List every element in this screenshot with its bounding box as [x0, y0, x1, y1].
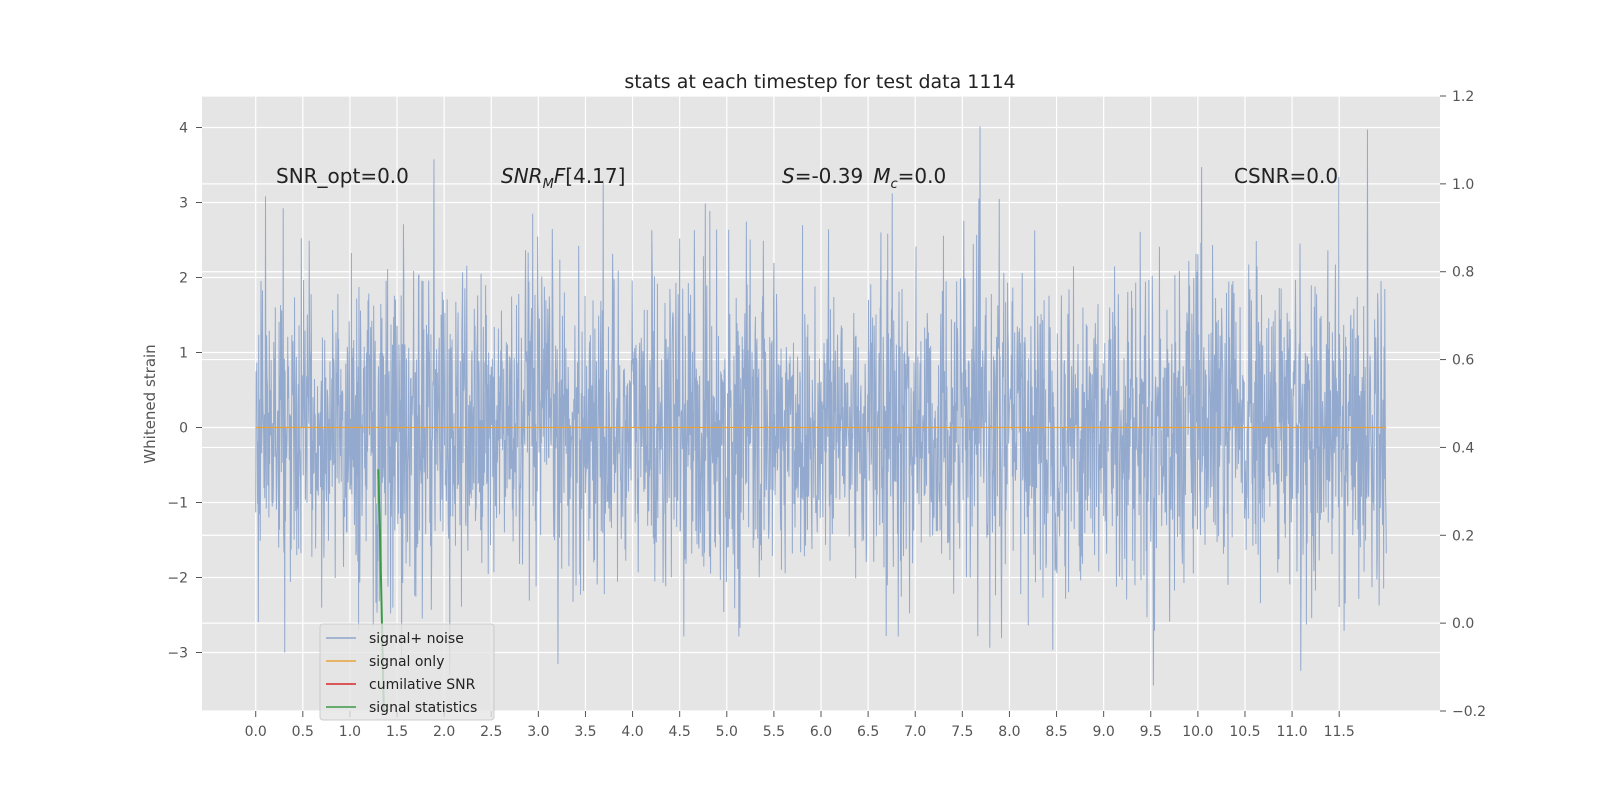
x-tick-label: 5.5 [763, 724, 785, 740]
series-signal-noise-line [255, 126, 1387, 686]
y-tick-label: −2 [167, 571, 188, 587]
x-tick-label: 6.5 [857, 724, 879, 740]
chart-title: stats at each timestep for test data 111… [624, 71, 1015, 93]
x-tick-label: 2.0 [433, 724, 455, 740]
x-tick-label: 9.5 [1140, 724, 1162, 740]
y-right-tick-label: 0.0 [1452, 616, 1474, 632]
x-tick-label: 1.5 [386, 724, 408, 740]
x-tick-label: 1.0 [339, 724, 361, 740]
annotation-snr-mf: SNRMF[4.17] [501, 164, 625, 192]
x-tick-label: 3.0 [527, 724, 549, 740]
legend-label-signal-noise: signal+ noise [369, 631, 464, 647]
x-tick-label: 11.5 [1324, 724, 1355, 740]
x-tick-label: 3.5 [574, 724, 596, 740]
y-tick-label: 0 [179, 421, 188, 437]
legend: signal+ noise signal only cumilative SNR… [319, 623, 495, 721]
series-signal-noise [255, 126, 1387, 686]
x-axis-ticks: 0.0 0.5 1.0 1.5 2.0 2.5 3.0 3.5 4.0 4.5 5.0 5.5 6.0 6… [245, 711, 1355, 740]
x-tick-label: 8.5 [1045, 724, 1067, 740]
x-tick-label: 7.5 [951, 724, 973, 740]
x-tick-label: 0.5 [292, 724, 314, 740]
x-tick-label: 10.5 [1229, 724, 1260, 740]
annotation-snr-opt: SNR_opt=0.0 [276, 164, 409, 188]
annotation-mc-value: =0.0 [898, 164, 947, 188]
y-right-tick-label: 0.2 [1452, 528, 1474, 544]
y-right-tick-label: 1.0 [1452, 177, 1474, 193]
y-tick-label: 3 [179, 196, 188, 212]
legend-box [319, 623, 495, 721]
x-tick-label: 6.0 [810, 724, 832, 740]
y-right-tick-label: 0.6 [1452, 353, 1474, 369]
y-axis-label: Whitened strain [141, 344, 159, 463]
x-tick-label: 11.0 [1276, 724, 1307, 740]
annotation-s-value: =-0.39 [795, 164, 864, 188]
y-tick-label: 1 [179, 346, 188, 362]
x-tick-label: 4.5 [669, 724, 691, 740]
x-tick-label: 2.5 [480, 724, 502, 740]
y-right-tick-label: 0.4 [1452, 440, 1474, 456]
y-right-tick-label: 0.8 [1452, 265, 1474, 281]
x-tick-label: 9.0 [1093, 724, 1115, 740]
x-tick-label: 10.0 [1182, 724, 1213, 740]
y-right-tick-label: 1.2 [1452, 89, 1474, 105]
legend-label-signal-statistics: signal statistics [369, 700, 477, 716]
x-tick-label: 5.0 [716, 724, 738, 740]
annotation-snr-mf-value: [4.17] [565, 164, 625, 188]
y-tick-label: −1 [167, 496, 188, 512]
y-tick-label: 4 [179, 121, 188, 137]
x-tick-label: 0.0 [245, 724, 267, 740]
legend-label-cumilative-snr: cumilative SNR [369, 677, 476, 693]
x-tick-label: 8.0 [998, 724, 1020, 740]
annotation-s-mc: S=-0.39 Mc=0.0 [782, 164, 946, 192]
annotation-csnr: CSNR=0.0 [1234, 164, 1338, 188]
x-tick-label: 7.0 [904, 724, 926, 740]
y-tick-label: −3 [167, 646, 188, 662]
x-tick-label: 4.0 [621, 724, 643, 740]
y-axis-ticks: −3 −2 −1 0 1 2 3 4 [167, 121, 202, 662]
legend-label-signal-only: signal only [369, 654, 444, 670]
y-tick-label: 2 [179, 271, 188, 287]
y-right-axis-ticks: −0.2 0.0 0.2 0.4 0.6 0.8 1.0 1.2 [1440, 89, 1486, 720]
y-right-tick-label: −0.2 [1452, 704, 1486, 720]
